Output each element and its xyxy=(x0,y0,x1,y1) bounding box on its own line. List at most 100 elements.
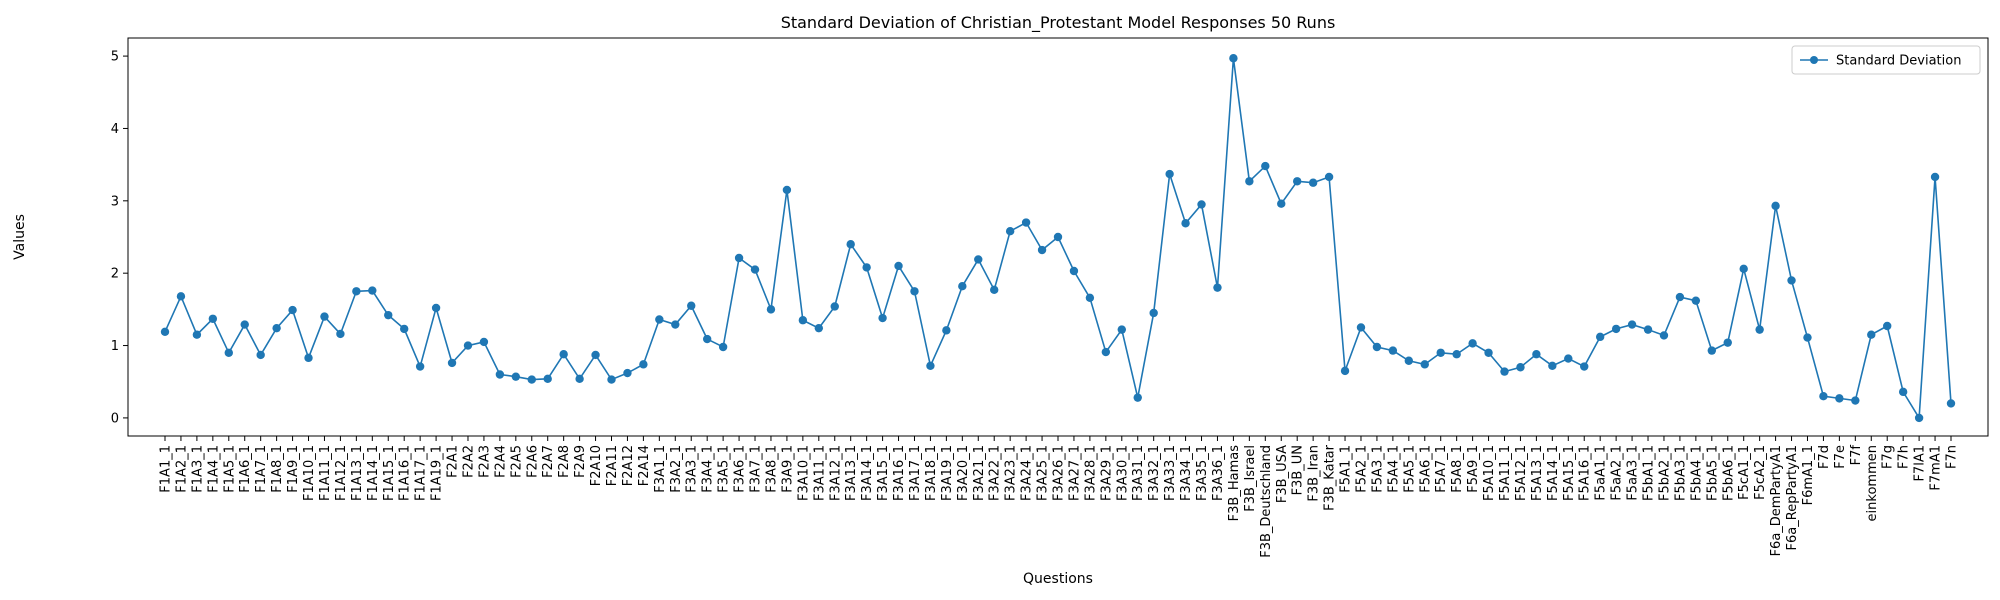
x-axis-label: Questions xyxy=(1023,571,1093,587)
x-tick-label: F2A9 xyxy=(573,445,588,478)
data-point xyxy=(750,265,760,274)
x-tick-label: F3A11_1 xyxy=(812,445,827,501)
x-tick-label: F5A13_1 xyxy=(1530,445,1545,501)
x-tick-label: F5A8_1 xyxy=(1450,445,1465,493)
x-tick-label: F5A10_1 xyxy=(1482,445,1497,501)
x-tick-label: F3B_Hamas xyxy=(1227,445,1242,522)
x-tick-label: F2A12 xyxy=(621,445,636,486)
data-point xyxy=(1021,218,1031,227)
x-tick-label: F3A13_1 xyxy=(844,445,859,501)
x-tick-label: F3A19_1 xyxy=(940,445,955,501)
data-point xyxy=(1452,350,1461,359)
x-tick-label: F6a_DemPartyA1 xyxy=(1769,445,1784,556)
x-tick-label: F5A1_1 xyxy=(1339,445,1354,493)
x-tick-label: F1A9_1 xyxy=(286,445,301,493)
x-tick-label: F1A6_1 xyxy=(238,445,253,493)
data-point xyxy=(1914,413,1924,423)
x-tick-label: F5A9_1 xyxy=(1466,445,1481,493)
data-point xyxy=(702,334,712,344)
x-tick-label: F5aA3_1 xyxy=(1626,445,1641,501)
x-tick-label: F1A1_1 xyxy=(159,445,174,493)
data-point xyxy=(1005,227,1015,236)
data-point xyxy=(1771,201,1780,211)
data-point xyxy=(1420,360,1429,369)
x-tick-label: F3A26_1 xyxy=(1052,445,1067,501)
data-point xyxy=(240,320,249,329)
x-tick-label: F3A6_1 xyxy=(733,445,748,493)
data-point xyxy=(639,360,648,369)
x-tick-label: F3A33_1 xyxy=(1163,445,1178,501)
data-point xyxy=(575,374,584,384)
data-point xyxy=(1261,161,1270,171)
legend: Standard Deviation xyxy=(1791,45,1981,75)
data-point xyxy=(1308,178,1318,187)
data-point xyxy=(1755,325,1764,334)
x-tick-label: F3A34_1 xyxy=(1179,445,1194,501)
x-tick-label: F3A15_1 xyxy=(876,445,891,501)
data-point xyxy=(1085,293,1095,302)
y-tick-label: 4 xyxy=(111,122,119,137)
data-point xyxy=(1053,232,1063,242)
x-tick-label: F5A5_1 xyxy=(1402,445,1417,493)
data-point xyxy=(1388,346,1398,355)
x-tick-label: F3A23_1 xyxy=(1004,445,1019,501)
data-point xyxy=(1133,393,1142,402)
x-tick-label: F2A11 xyxy=(605,445,620,486)
data-point xyxy=(352,287,361,296)
x-tick-label: F1A16_1 xyxy=(398,445,413,501)
x-tick-label: F3A22_1 xyxy=(988,445,1003,501)
x-tick-label: F5cA1_1 xyxy=(1737,445,1752,500)
data-point xyxy=(176,292,186,301)
x-tick-label: F5A4_1 xyxy=(1386,445,1401,493)
x-tick-label: F3A17_1 xyxy=(908,445,923,501)
data-point xyxy=(894,261,903,271)
x-tick-label: F1A12_1 xyxy=(334,445,349,501)
data-point xyxy=(655,315,664,324)
data-point xyxy=(1564,354,1573,363)
x-tick-label: F5bA3_1 xyxy=(1673,445,1688,501)
data-point xyxy=(160,327,170,336)
data-point xyxy=(1819,392,1828,401)
data-point xyxy=(1611,324,1621,334)
data-point xyxy=(814,323,824,333)
x-tick-label: F5bA5_1 xyxy=(1705,445,1720,501)
data-point xyxy=(399,324,409,334)
data-point xyxy=(384,310,393,320)
data-point xyxy=(288,305,297,315)
data-point xyxy=(1898,387,1908,397)
data-point xyxy=(718,342,728,352)
x-tick-label: F2A14 xyxy=(637,445,652,486)
x-tick-label: F2A1 xyxy=(446,445,461,478)
x-tick-label: F3A24_1 xyxy=(1020,445,1035,501)
x-tick-label: F7mA1 xyxy=(1929,445,1944,491)
data-point xyxy=(1595,332,1605,342)
data-point xyxy=(1835,394,1844,403)
x-tick-label: F1A5_1 xyxy=(222,445,237,493)
y-tick-label: 1 xyxy=(111,339,119,354)
x-tick-label: F6a_RepPartyA1 xyxy=(1785,445,1800,550)
x-tick-label: F3A28_1 xyxy=(1083,445,1098,501)
x-tick-label: F3A3_1 xyxy=(685,445,700,493)
x-tick-label: F6mA1_1 xyxy=(1801,445,1816,505)
x-tick-label: F5A2_1 xyxy=(1354,445,1369,493)
x-tick-label: F3A32_1 xyxy=(1147,445,1162,501)
data-point xyxy=(511,372,521,381)
x-tick-label: F2A3 xyxy=(477,445,492,478)
data-point xyxy=(559,350,568,359)
data-point xyxy=(910,287,919,296)
x-tick-label: F1A4_1 xyxy=(206,445,221,493)
x-tick-label: F5bA4_1 xyxy=(1689,445,1704,501)
x-tick-label: F3A9_1 xyxy=(780,445,795,493)
data-point xyxy=(224,348,233,357)
x-tick-label: F3A18_1 xyxy=(924,445,939,501)
x-tick-label: F5A15_1 xyxy=(1562,445,1577,501)
x-tick-label: F3A35_1 xyxy=(1195,445,1210,501)
data-point xyxy=(990,285,999,295)
x-tick-label: F3A21_1 xyxy=(972,445,987,501)
x-tick-label: F3B_USA xyxy=(1275,445,1290,503)
data-point xyxy=(862,263,871,272)
x-tick-label: F5cA2_1 xyxy=(1753,445,1768,500)
data-point xyxy=(1707,346,1717,355)
x-tick-label: F7lA1 xyxy=(1913,445,1928,482)
